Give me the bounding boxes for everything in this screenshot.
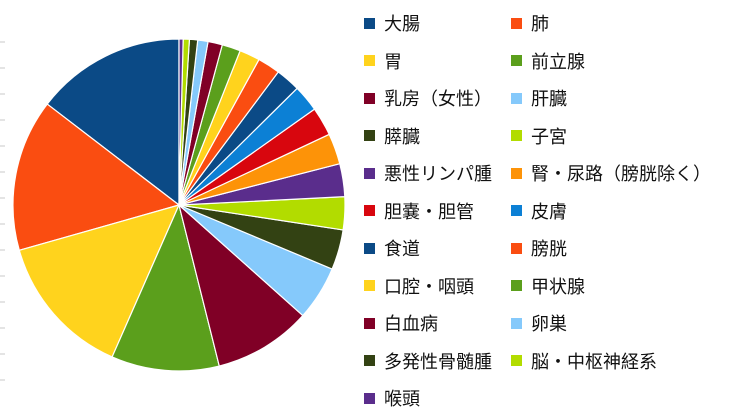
legend-label: 口腔・咽頭 — [384, 276, 474, 298]
legend-item: 甲状腺 — [511, 272, 737, 300]
legend-swatch — [511, 130, 522, 141]
legend-label: 膵臓 — [384, 126, 420, 148]
legend-label: 脳・中枢神経系 — [531, 351, 657, 373]
legend-item: 腎・尿路（膀胱除く） — [511, 159, 737, 187]
legend-label: 腎・尿路（膀胱除く） — [531, 164, 711, 185]
legend-swatch — [364, 205, 375, 216]
pie-slice — [177, 203, 304, 367]
legend-label: 乳房（女性） — [384, 89, 492, 110]
pie-slice — [111, 203, 220, 372]
legend-swatch — [511, 55, 522, 66]
legend-label: 皮膚 — [531, 201, 567, 223]
legend-swatch — [511, 205, 522, 216]
legend-item: 皮膚 — [511, 197, 737, 225]
legend-label: 肺 — [531, 14, 549, 35]
legend-swatch — [364, 392, 375, 404]
legend-item: 膵臓 — [364, 122, 594, 150]
legend-item: 悪性リンパ腫 — [364, 159, 594, 187]
legend-item: 白血病 — [364, 309, 594, 337]
legend-item: 胆嚢・胆管 — [364, 197, 594, 225]
legend-item: 肺 — [511, 9, 737, 37]
legend-item: 卵巣 — [511, 309, 737, 337]
legend-label: 大腸 — [384, 14, 420, 35]
legend-label: 甲状腺 — [531, 276, 585, 298]
legend-item: 口腔・咽頭 — [364, 272, 594, 300]
legend-item: 大腸 — [364, 9, 594, 37]
pie-slice — [12, 103, 181, 252]
legend-swatch — [511, 242, 522, 254]
legend-label: 喉頭 — [384, 389, 420, 410]
legend-label: 子宮 — [531, 126, 567, 148]
legend-swatch — [364, 317, 375, 329]
legend-label: 胆嚢・胆管 — [384, 201, 474, 223]
legend-swatch — [364, 92, 375, 104]
legend-item: 食道 — [364, 234, 594, 262]
legend-swatch — [364, 167, 375, 179]
legend-item: 胃 — [364, 47, 594, 75]
legend-item: 乳房（女性） — [364, 84, 594, 112]
legend-swatch — [364, 55, 375, 66]
pie-slice — [18, 204, 181, 358]
legend-swatch — [511, 167, 522, 179]
legend-item: 子宮 — [511, 122, 737, 150]
legend-item: 脳・中枢神経系 — [511, 347, 737, 375]
legend-swatch — [511, 17, 522, 29]
legend-swatch — [511, 355, 522, 366]
pie-slices — [12, 38, 346, 372]
left-tick-marks — [0, 41, 5, 381]
legend-swatch — [364, 130, 375, 141]
legend-swatch — [364, 280, 375, 291]
legend-label: 前立腺 — [531, 51, 585, 73]
legend-item: 多発性骨髄腫 — [364, 347, 594, 375]
legend-label: 肝臓 — [531, 89, 567, 110]
legend-label: 卵巣 — [531, 314, 567, 335]
legend-swatch — [364, 242, 375, 254]
legend-label: 多発性骨髄腫 — [384, 351, 492, 373]
legend-label: 食道 — [384, 239, 420, 260]
legend-label: 膀胱 — [531, 239, 567, 260]
legend-item: 肝臓 — [511, 84, 737, 112]
legend-item: 前立腺 — [511, 47, 737, 75]
legend-swatch — [511, 280, 522, 291]
pie-slice — [178, 38, 184, 206]
legend-swatch — [364, 355, 375, 366]
legend-label: 白血病 — [384, 314, 438, 335]
legend-swatch — [364, 17, 375, 29]
legend-swatch — [511, 92, 522, 104]
legend-label: 悪性リンパ腫 — [384, 164, 492, 185]
pie-slice — [46, 38, 180, 207]
legend-item: 膀胱 — [511, 234, 737, 262]
legend-item: 喉頭 — [364, 384, 594, 412]
legend-swatch — [511, 317, 522, 329]
legend-label: 胃 — [384, 51, 402, 73]
